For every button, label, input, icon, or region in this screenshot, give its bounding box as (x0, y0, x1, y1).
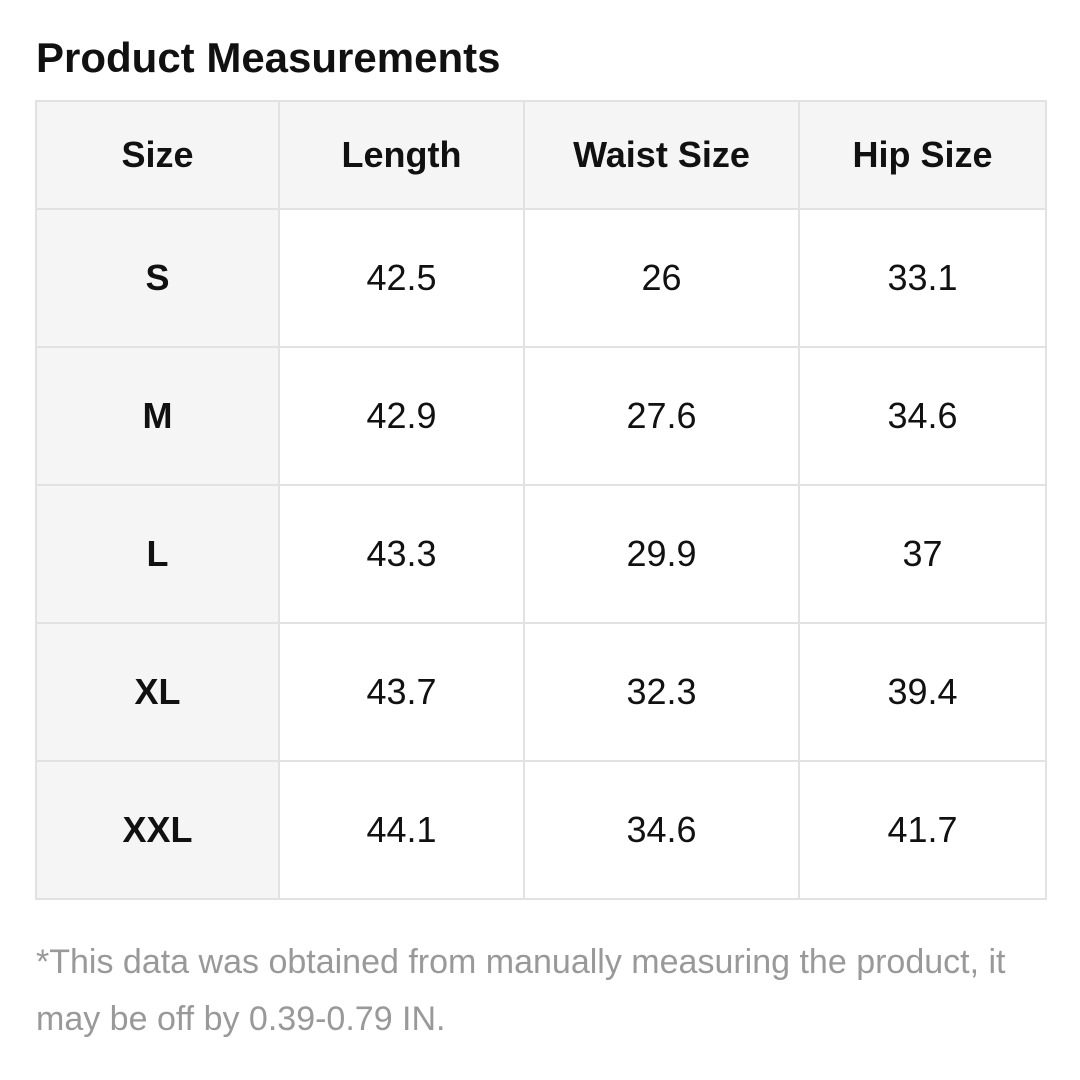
table-row: XXL 44.1 34.6 41.7 (35, 760, 1047, 900)
waist-cell: 27.6 (523, 346, 800, 486)
table-row: S 42.5 26 33.1 (35, 208, 1047, 348)
table-row: M 42.9 27.6 34.6 (35, 346, 1047, 486)
size-cell: XL (35, 622, 280, 762)
size-cell: L (35, 484, 280, 624)
hip-cell: 33.1 (798, 208, 1047, 348)
measurements-table: Size Length Waist Size Hip Size S 42.5 2… (35, 100, 1047, 900)
size-cell: M (35, 346, 280, 486)
waist-cell: 29.9 (523, 484, 800, 624)
header-hip-size: Hip Size (798, 100, 1047, 210)
table-row: L 43.3 29.9 37 (35, 484, 1047, 624)
table-row: XL 43.7 32.3 39.4 (35, 622, 1047, 762)
length-cell: 42.9 (278, 346, 525, 486)
hip-cell: 34.6 (798, 346, 1047, 486)
waist-cell: 32.3 (523, 622, 800, 762)
measurement-disclaimer: *This data was obtained from manually me… (36, 943, 1006, 1038)
waist-cell: 34.6 (523, 760, 800, 900)
size-cell: XXL (35, 760, 280, 900)
table-header-row: Size Length Waist Size Hip Size (35, 100, 1047, 210)
hip-cell: 37 (798, 484, 1047, 624)
page-title: Product Measurements (36, 34, 501, 81)
header-size: Size (35, 100, 280, 210)
length-cell: 44.1 (278, 760, 525, 900)
length-cell: 43.7 (278, 622, 525, 762)
length-cell: 42.5 (278, 208, 525, 348)
header-length: Length (278, 100, 525, 210)
hip-cell: 39.4 (798, 622, 1047, 762)
length-cell: 43.3 (278, 484, 525, 624)
hip-cell: 41.7 (798, 760, 1047, 900)
waist-cell: 26 (523, 208, 800, 348)
size-cell: S (35, 208, 280, 348)
header-waist-size: Waist Size (523, 100, 800, 210)
